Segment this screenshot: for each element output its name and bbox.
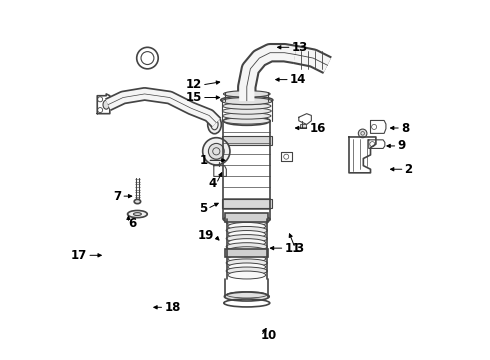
Text: 16: 16 bbox=[310, 122, 326, 135]
Text: 11: 11 bbox=[285, 242, 301, 255]
Text: 10: 10 bbox=[261, 329, 277, 342]
Ellipse shape bbox=[221, 98, 272, 105]
Ellipse shape bbox=[222, 108, 271, 114]
Ellipse shape bbox=[223, 116, 270, 125]
Ellipse shape bbox=[127, 211, 147, 218]
Text: 2: 2 bbox=[405, 163, 413, 176]
Text: 9: 9 bbox=[397, 139, 406, 152]
Text: 5: 5 bbox=[199, 202, 207, 215]
Bar bbox=[221, 136, 272, 145]
Ellipse shape bbox=[208, 115, 221, 134]
Ellipse shape bbox=[223, 118, 270, 124]
Text: 15: 15 bbox=[186, 91, 202, 104]
Text: 1: 1 bbox=[199, 154, 207, 167]
Ellipse shape bbox=[224, 292, 269, 301]
Ellipse shape bbox=[226, 243, 268, 251]
Circle shape bbox=[358, 129, 367, 138]
Text: 19: 19 bbox=[198, 229, 215, 242]
Text: 17: 17 bbox=[71, 249, 87, 262]
Ellipse shape bbox=[228, 255, 266, 263]
Text: 3: 3 bbox=[295, 242, 303, 255]
Ellipse shape bbox=[228, 271, 266, 279]
Ellipse shape bbox=[134, 199, 141, 204]
Text: 13: 13 bbox=[292, 41, 308, 54]
Ellipse shape bbox=[228, 247, 266, 255]
Text: 8: 8 bbox=[401, 122, 409, 135]
Ellipse shape bbox=[222, 103, 271, 109]
Ellipse shape bbox=[226, 226, 268, 234]
Circle shape bbox=[203, 138, 230, 165]
Ellipse shape bbox=[228, 239, 266, 247]
Ellipse shape bbox=[226, 235, 268, 243]
Ellipse shape bbox=[222, 113, 271, 119]
Ellipse shape bbox=[223, 98, 270, 104]
Ellipse shape bbox=[226, 219, 268, 226]
Bar bbox=[299, 125, 306, 128]
Ellipse shape bbox=[228, 222, 266, 230]
Ellipse shape bbox=[223, 215, 270, 224]
Bar bbox=[225, 213, 269, 222]
Text: 6: 6 bbox=[128, 216, 137, 230]
Ellipse shape bbox=[228, 263, 266, 271]
Text: 12: 12 bbox=[186, 78, 202, 91]
Text: 4: 4 bbox=[208, 177, 216, 190]
Ellipse shape bbox=[103, 100, 109, 109]
Text: 14: 14 bbox=[290, 73, 306, 86]
Ellipse shape bbox=[226, 251, 268, 259]
Bar bbox=[225, 249, 269, 257]
Text: 18: 18 bbox=[164, 301, 181, 314]
Ellipse shape bbox=[223, 91, 270, 97]
Bar bbox=[221, 199, 272, 208]
Text: 7: 7 bbox=[113, 190, 122, 203]
Circle shape bbox=[208, 143, 224, 159]
Ellipse shape bbox=[133, 213, 141, 216]
Ellipse shape bbox=[226, 267, 268, 275]
Ellipse shape bbox=[228, 230, 266, 238]
Ellipse shape bbox=[226, 259, 268, 267]
